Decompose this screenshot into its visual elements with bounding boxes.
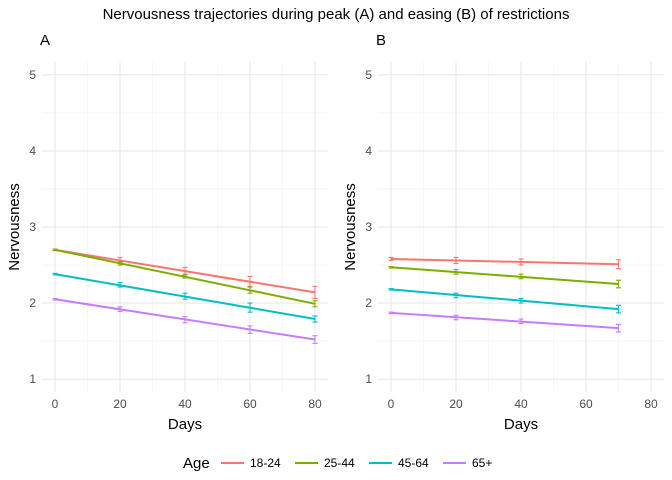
panel-a: A 0 20 40 60 80 1 2 3 4 5 Days Nervousness	[6, 32, 328, 433]
y-tick-label: 4	[365, 144, 372, 158]
legend-label: 65+	[472, 456, 492, 470]
legend: Age 18-24 25-44 45-64 65+	[183, 455, 492, 472]
series-line-45-64	[390, 288, 619, 311]
panel-b: B 0 20 40 60 80 1 2 3 4 5 Days Nervousness	[342, 32, 664, 433]
y-tick-label: 4	[29, 144, 36, 158]
y-tick-label: 1	[365, 372, 372, 386]
x-tick-label: 40	[514, 397, 528, 411]
x-tick-label: 40	[178, 397, 192, 411]
y-tick-label: 5	[29, 68, 36, 82]
panel-label: B	[376, 32, 386, 49]
y-tick-label: 3	[29, 220, 36, 234]
y-tick-label: 2	[365, 296, 372, 310]
y-tick-label: 2	[29, 296, 36, 310]
x-tick-label: 0	[52, 397, 59, 411]
y-tick-label: 1	[29, 372, 36, 386]
y-axis-title: Nervousness	[342, 183, 359, 271]
y-tick-label: 5	[365, 68, 372, 82]
series-line-25-44	[390, 266, 619, 286]
series-line-18-24	[390, 257, 619, 266]
panel-label: A	[40, 32, 50, 49]
legend-label: 45-64	[398, 456, 429, 470]
legend-label: 25-44	[324, 456, 355, 470]
x-tick-label: 20	[449, 397, 463, 411]
x-tick-label: 20	[113, 397, 127, 411]
x-tick-label: 60	[579, 397, 593, 411]
x-tick-label: 80	[644, 397, 658, 411]
figure-title: Nervousness trajectories during peak (A)…	[103, 6, 570, 23]
series-line-65+	[390, 311, 619, 330]
legend-label: 18-24	[250, 456, 281, 470]
x-tick-label: 60	[243, 397, 257, 411]
x-tick-label: 0	[388, 397, 395, 411]
legend-title: Age	[183, 455, 210, 472]
x-axis-title: Days	[168, 416, 202, 433]
y-axis-title: Nervousness	[6, 183, 23, 271]
y-tick-label: 3	[365, 220, 372, 234]
x-axis-title: Days	[504, 416, 538, 433]
x-tick-label: 80	[308, 397, 322, 411]
